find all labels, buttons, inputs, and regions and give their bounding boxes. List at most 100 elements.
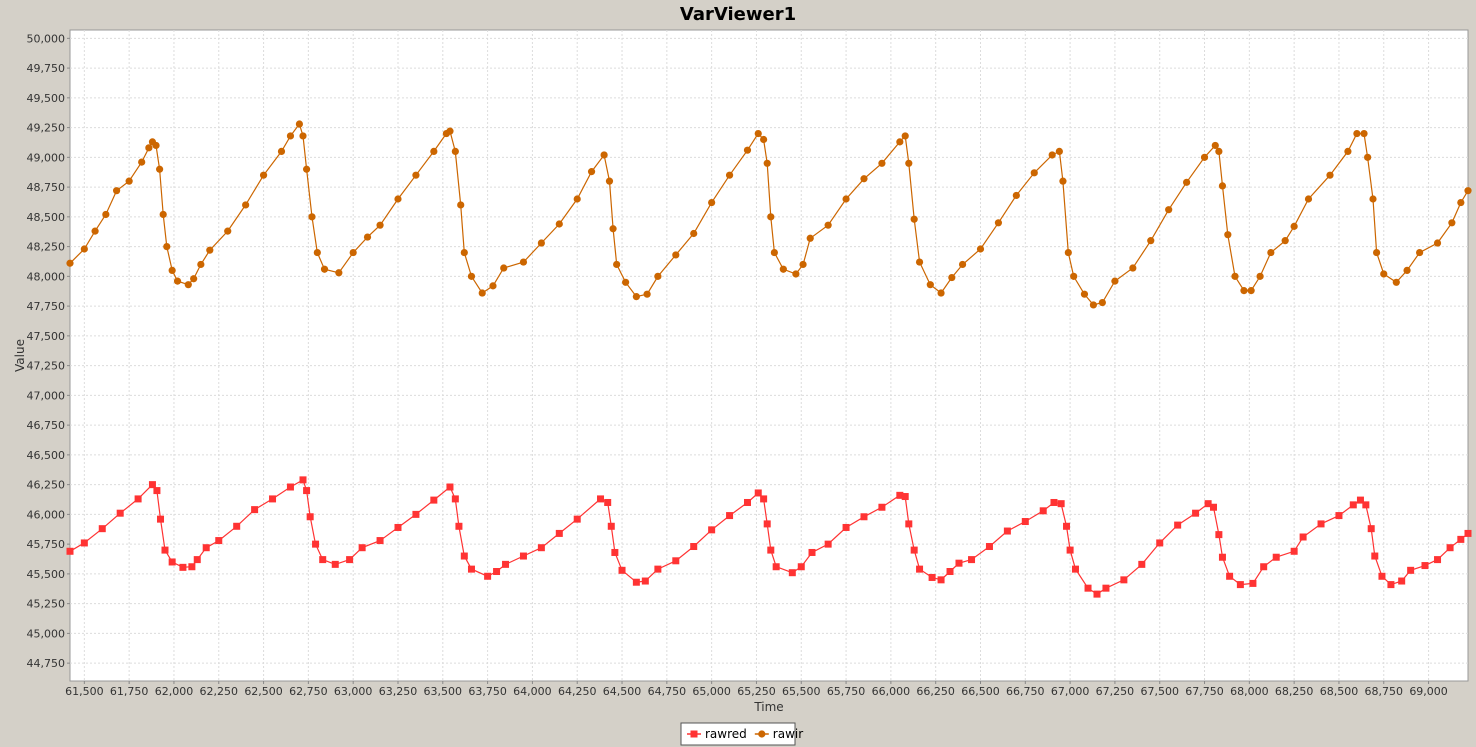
rawir-point xyxy=(1281,237,1289,245)
rawir-point xyxy=(163,243,171,251)
legend-circle-marker xyxy=(758,730,766,738)
rawir-point xyxy=(725,171,734,179)
rawred-point xyxy=(1003,527,1011,535)
rawir-point xyxy=(1416,248,1424,257)
rawir-point xyxy=(806,234,814,242)
rawred-point xyxy=(632,578,640,586)
rawir-point xyxy=(1064,248,1072,257)
rawir-point xyxy=(145,144,153,152)
rawred-point xyxy=(1071,565,1079,573)
rawred-point xyxy=(116,509,124,517)
rawir-point xyxy=(152,141,160,150)
x-tick-label: 63,000 xyxy=(334,685,373,698)
y-tick-label: 49,500 xyxy=(27,92,66,105)
rawred-point xyxy=(346,556,354,564)
rawred-point xyxy=(901,493,909,501)
rawir-point xyxy=(905,159,913,167)
rawred-point xyxy=(157,515,165,523)
rawred-point xyxy=(455,522,463,530)
x-tick-label: 68,000 xyxy=(1230,685,1269,698)
rawir-point xyxy=(760,135,768,144)
rawred-point xyxy=(331,560,339,568)
x-tick-label: 67,000 xyxy=(1051,685,1090,698)
rawir-point xyxy=(842,195,850,203)
rawir-point xyxy=(190,275,198,283)
rawir-point xyxy=(457,201,465,209)
rawir-point xyxy=(320,265,329,273)
rawir-point xyxy=(779,265,787,273)
rawred-point xyxy=(604,498,612,506)
series-layer xyxy=(66,120,1472,598)
rawir-point xyxy=(1380,270,1388,278)
rawir-point xyxy=(286,132,295,140)
rawred-point xyxy=(916,565,924,573)
rawred-point xyxy=(451,495,459,503)
y-tick-label: 49,750 xyxy=(27,62,66,75)
rawir-point xyxy=(587,168,596,176)
y-tick-label: 47,250 xyxy=(27,360,66,373)
rawred-point xyxy=(672,557,680,565)
rawred-point xyxy=(726,512,734,520)
rawred-point xyxy=(493,568,501,576)
rawred-point xyxy=(905,520,913,528)
rawir-point xyxy=(1231,272,1239,280)
rawir-point xyxy=(1448,219,1456,227)
rawir-point xyxy=(958,260,967,269)
rawir-point xyxy=(159,210,167,219)
rawir-point xyxy=(206,246,214,254)
rawir-point xyxy=(451,147,459,155)
y-tick-label: 47,000 xyxy=(27,389,66,402)
rawir-point xyxy=(1098,298,1106,307)
rawred-point xyxy=(215,537,223,545)
rawred-point xyxy=(412,510,420,518)
rawred-point xyxy=(788,569,796,577)
rawred-point xyxy=(502,560,510,568)
rawir-point xyxy=(792,270,800,278)
x-tick-label: 68,250 xyxy=(1275,685,1314,698)
rawir-point xyxy=(277,147,286,155)
rawir-point xyxy=(600,151,608,159)
rawir-point xyxy=(224,227,232,235)
rawred-point xyxy=(690,543,698,551)
rawir-point xyxy=(430,147,438,155)
rawred-point xyxy=(743,498,751,506)
rawred-point xyxy=(1299,533,1307,541)
rawir-point xyxy=(609,225,617,233)
rawred-point xyxy=(446,483,454,491)
x-tick-label: 65,000 xyxy=(692,685,731,698)
rawir-point xyxy=(1403,266,1411,275)
rawred-point xyxy=(251,506,259,514)
rawir-point xyxy=(125,177,133,185)
rawir-point xyxy=(259,171,268,179)
rawir-point xyxy=(901,132,909,140)
rawir-point xyxy=(335,269,343,277)
rawir-point xyxy=(308,213,316,221)
rawir-point xyxy=(1433,239,1442,247)
rawred-point xyxy=(319,556,327,564)
rawred-point xyxy=(1464,529,1472,537)
y-tick-label: 46,250 xyxy=(27,479,66,492)
rawir-point xyxy=(80,245,88,253)
rawred-point xyxy=(928,573,936,581)
x-tick-label: 65,500 xyxy=(782,685,821,698)
rawred-point xyxy=(1317,520,1325,528)
rawred-point xyxy=(878,503,886,511)
rawir-point xyxy=(1183,178,1191,186)
rawred-point xyxy=(946,568,954,576)
rawir-point xyxy=(555,220,563,228)
rawir-point xyxy=(156,165,164,173)
rawir-point xyxy=(102,210,110,219)
rawred-point xyxy=(763,520,771,528)
rawir-point xyxy=(184,281,192,289)
x-tick-label: 61,500 xyxy=(65,685,104,698)
y-axis-title: Value xyxy=(13,339,27,372)
y-tick-label: 47,750 xyxy=(27,300,66,313)
rawred-point xyxy=(1120,576,1128,584)
rawred-point xyxy=(597,495,605,503)
rawir-point xyxy=(349,248,357,257)
y-tick-label: 47,500 xyxy=(27,330,66,343)
rawred-point xyxy=(985,543,993,551)
rawir-point xyxy=(363,233,372,241)
x-tick-label: 64,000 xyxy=(513,685,552,698)
